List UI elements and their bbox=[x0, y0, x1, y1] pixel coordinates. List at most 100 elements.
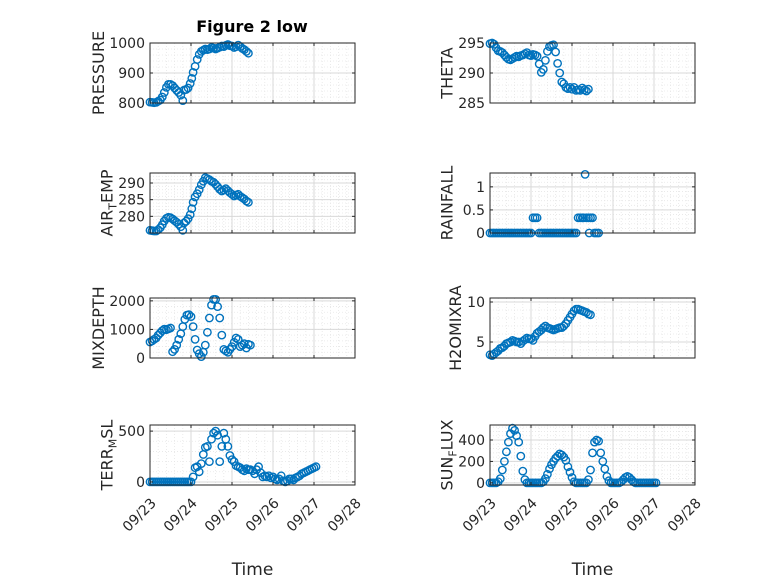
data-point bbox=[586, 310, 595, 320]
data-point bbox=[250, 469, 260, 479]
data-point bbox=[506, 337, 515, 347]
data-point bbox=[514, 437, 524, 447]
x-tick-label: 09/24 bbox=[501, 495, 541, 535]
data-point bbox=[204, 44, 214, 54]
data-point bbox=[541, 56, 550, 65]
data-point bbox=[541, 474, 550, 483]
data-point bbox=[225, 451, 235, 460]
data-point bbox=[311, 462, 321, 472]
axes-box bbox=[489, 172, 696, 234]
data-point bbox=[184, 310, 194, 319]
data-point bbox=[157, 326, 167, 335]
axes-box bbox=[149, 172, 356, 234]
y-axis-label-main: SUN bbox=[438, 457, 457, 491]
data-point bbox=[569, 306, 579, 316]
data-point bbox=[231, 333, 241, 343]
data-point bbox=[204, 457, 214, 466]
data-point bbox=[559, 321, 569, 331]
data-point bbox=[217, 441, 227, 451]
data-point bbox=[590, 437, 599, 447]
data-point bbox=[207, 300, 216, 310]
y-axis-label: TERRMSL bbox=[98, 420, 120, 492]
data-point bbox=[194, 467, 204, 477]
data-point bbox=[215, 184, 225, 194]
data-point bbox=[555, 68, 565, 78]
data-point bbox=[166, 323, 175, 333]
data-point bbox=[586, 465, 595, 475]
data-point bbox=[557, 450, 567, 460]
data-point bbox=[520, 335, 530, 344]
data-point bbox=[185, 79, 195, 88]
y-axis-label-subscript: F bbox=[447, 450, 460, 456]
x-tick-label: 09/23 bbox=[120, 495, 160, 535]
data-point bbox=[170, 344, 180, 354]
data-point bbox=[239, 339, 249, 349]
data-point bbox=[200, 340, 210, 350]
data-point bbox=[213, 302, 223, 311]
panel-rainfall: 0 0.5 1 RAINFALL bbox=[438, 166, 696, 242]
axes-box bbox=[489, 297, 696, 359]
y-tick-label: 1000 bbox=[109, 322, 145, 338]
data-point bbox=[565, 467, 575, 477]
data-point bbox=[194, 185, 204, 195]
data-point bbox=[239, 466, 249, 476]
y-tick-label: 1 bbox=[476, 180, 485, 196]
y-tick-label: 1000 bbox=[109, 36, 145, 52]
y-axis-label: AIRTEMP bbox=[98, 169, 120, 236]
data-point bbox=[584, 84, 593, 94]
y-tick-label: 285 bbox=[118, 193, 145, 209]
data-point bbox=[567, 473, 577, 482]
data-point bbox=[588, 213, 597, 223]
data-point bbox=[532, 51, 542, 61]
data-point bbox=[202, 441, 212, 451]
data-point bbox=[553, 451, 562, 461]
data-point bbox=[580, 169, 590, 179]
data-point bbox=[516, 451, 526, 461]
data-point bbox=[215, 313, 225, 323]
data-point bbox=[499, 456, 509, 466]
data-point bbox=[538, 323, 548, 332]
x-tick-label: 09/25 bbox=[202, 495, 242, 535]
x-axis-label: Time bbox=[571, 560, 614, 580]
data-point bbox=[172, 340, 182, 350]
data-point bbox=[651, 478, 661, 488]
figure-title: Figure 2 low bbox=[196, 17, 308, 36]
y-tick-label: 2000 bbox=[109, 294, 145, 310]
data-point bbox=[187, 74, 197, 83]
data-point bbox=[532, 213, 542, 223]
data-point bbox=[168, 347, 178, 357]
y-tick-label: 290 bbox=[118, 176, 145, 192]
data-point bbox=[557, 77, 567, 87]
y-tick-label: 400 bbox=[458, 433, 485, 449]
data-point bbox=[588, 448, 597, 458]
data-point bbox=[157, 92, 167, 102]
y-axis-label-rest: LUX bbox=[438, 419, 457, 450]
panel-terr-msl: 0 500 09/23 09/24 09/25 09/26 09/27 09/28 Time TE… bbox=[98, 420, 365, 580]
plot-area bbox=[490, 173, 695, 233]
data-point bbox=[227, 455, 237, 464]
y-axis-label: SUNFLUX bbox=[438, 419, 460, 490]
data-point bbox=[196, 459, 206, 468]
y-axis-label: H2OMIXRA bbox=[446, 285, 465, 371]
x-tick-label: 09/26 bbox=[243, 495, 283, 535]
y-tick-label: 0 bbox=[476, 476, 485, 492]
data-point bbox=[217, 330, 227, 340]
data-point bbox=[551, 47, 560, 57]
data-point bbox=[186, 477, 196, 487]
y-axis-label: MIXDEPTH bbox=[89, 286, 108, 369]
data-point bbox=[188, 197, 198, 207]
data-point bbox=[174, 334, 184, 344]
data-point bbox=[563, 462, 573, 472]
y-tick-label: 5 bbox=[476, 335, 485, 351]
y-tick-label: 500 bbox=[118, 424, 145, 440]
data-point bbox=[183, 83, 193, 93]
x-axis-label: Time bbox=[231, 560, 274, 580]
data-point bbox=[196, 352, 206, 361]
data-point bbox=[178, 96, 188, 106]
data-point bbox=[553, 59, 562, 68]
